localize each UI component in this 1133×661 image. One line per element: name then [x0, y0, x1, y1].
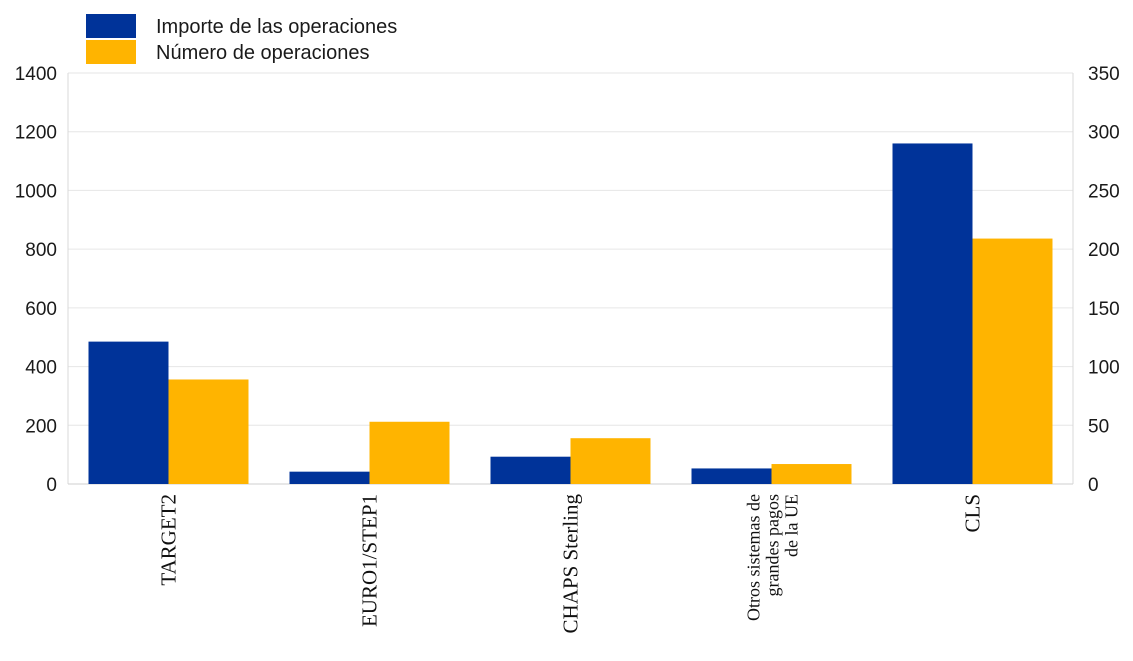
right-axis: 0 50 100 150 200 250 300 350 [1088, 64, 1120, 496]
right-tick-label: 50 [1088, 416, 1109, 437]
importe-bar [88, 341, 169, 484]
category-label: TARGET2 [157, 494, 181, 586]
category-label-line: Otros sistemas de [744, 494, 764, 621]
right-tick-label: 0 [1088, 475, 1099, 496]
right-tick-label: 350 [1088, 64, 1120, 85]
category-label: CLS [961, 494, 985, 533]
legend-swatch [86, 40, 136, 64]
category-label-line: CHAPS Sterling [559, 494, 583, 634]
left-tick-label: 1400 [15, 64, 57, 85]
left-tick-label: 0 [46, 475, 57, 496]
category-label-line: CLS [961, 494, 985, 533]
left-tick-label: 800 [25, 240, 57, 261]
numero-bar [771, 464, 852, 484]
right-tick-label: 250 [1088, 181, 1120, 202]
category-labels: TARGET2 EURO1/STEP1 CHAPS Sterling Otros si… [157, 494, 985, 634]
right-tick-label: 100 [1088, 358, 1120, 379]
bars [88, 143, 1053, 484]
left-tick-label: 1000 [15, 181, 57, 202]
right-tick-label: 200 [1088, 240, 1120, 261]
category-label-line: EURO1/STEP1 [358, 494, 382, 627]
category-label-line: TARGET2 [157, 494, 181, 586]
category-label: CHAPS Sterling [559, 494, 583, 634]
left-tick-label: 1200 [15, 123, 57, 144]
numero-bar [168, 379, 249, 484]
importe-bar [892, 143, 973, 484]
category-label-line: de la UE [782, 494, 802, 557]
left-axis: 0 200 400 600 800 1000 1200 1400 [15, 64, 57, 496]
importe-bar [691, 468, 772, 484]
numero-bar [570, 438, 651, 484]
left-tick-label: 600 [25, 299, 57, 320]
category-label: Otros sistemas degrandes pagosde la UE [744, 494, 802, 621]
left-tick-label: 200 [25, 416, 57, 437]
importe-bar [289, 471, 370, 484]
legend-label: Importe de las operaciones [156, 16, 397, 38]
importe-bar [490, 456, 571, 484]
numero-bar [369, 421, 450, 484]
left-tick-label: 400 [25, 358, 57, 379]
legend-swatch [86, 14, 136, 38]
right-tick-label: 150 [1088, 299, 1120, 320]
right-tick-label: 300 [1088, 123, 1120, 144]
legend-label: Número de operaciones [156, 42, 369, 64]
legend: Importe de las operaciones Número de oper… [86, 14, 397, 64]
numero-bar [972, 238, 1053, 484]
category-label-line: grandes pagos [763, 494, 783, 596]
category-label: EURO1/STEP1 [358, 494, 382, 627]
